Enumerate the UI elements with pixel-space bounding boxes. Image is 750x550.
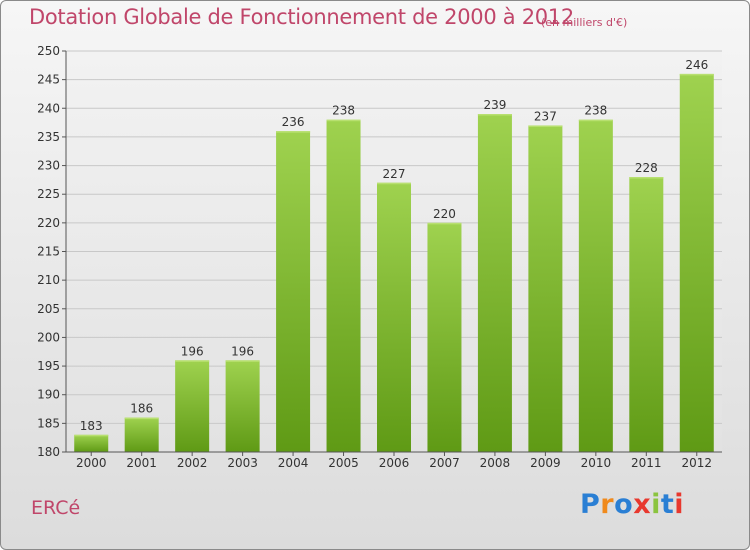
bar bbox=[679, 73, 714, 453]
bar-highlight bbox=[225, 360, 260, 362]
logo-letter: P bbox=[580, 489, 601, 520]
bar bbox=[124, 417, 159, 452]
bar-highlight bbox=[427, 222, 462, 225]
bar-value-label: 220 bbox=[433, 207, 456, 221]
bar-highlight bbox=[175, 360, 210, 362]
chart-subtitle: (en milliers d'€) bbox=[541, 16, 628, 29]
x-tick-label: 2000 bbox=[76, 456, 107, 470]
bar-value-label: 246 bbox=[685, 58, 708, 72]
bar-value-label: 228 bbox=[635, 161, 658, 175]
logo-letter: i bbox=[651, 489, 661, 520]
bar-value-label: 196 bbox=[231, 344, 254, 358]
bar-highlight bbox=[629, 177, 664, 179]
bar-highlight bbox=[124, 417, 159, 420]
bar-value-label: 237 bbox=[534, 109, 557, 123]
logo-letter: r bbox=[600, 489, 615, 520]
bar-layer bbox=[74, 73, 714, 453]
x-tick-label: 2007 bbox=[429, 456, 460, 470]
logo-letter: o bbox=[614, 489, 634, 520]
bar bbox=[578, 119, 613, 452]
y-tick-label: 235 bbox=[37, 130, 60, 144]
y-tick-label: 245 bbox=[37, 73, 60, 87]
bar-value-label: 238 bbox=[332, 104, 355, 118]
bar bbox=[477, 114, 512, 452]
x-tick-label: 2004 bbox=[278, 456, 309, 470]
x-tick-label: 2002 bbox=[177, 456, 208, 470]
logo-letter: i bbox=[674, 489, 685, 520]
bar-highlight bbox=[74, 434, 109, 437]
y-tick-label: 220 bbox=[37, 216, 60, 230]
bar-value-label: 238 bbox=[584, 104, 607, 118]
label-layer: 183 186 196 196 236 238 227 220 239 237 238 228 246 bbox=[80, 58, 708, 433]
y-tick-label: 200 bbox=[37, 330, 60, 344]
logo-letter: x bbox=[633, 489, 652, 520]
bar bbox=[427, 222, 462, 452]
x-tick-label: 2012 bbox=[681, 456, 712, 470]
x-tick-label: 2006 bbox=[379, 456, 410, 470]
y-tick-label: 185 bbox=[37, 416, 60, 430]
y-tick-label: 190 bbox=[37, 388, 60, 402]
y-tick-label: 225 bbox=[37, 187, 60, 201]
y-tick-label: 195 bbox=[37, 359, 60, 373]
x-tick-label: 2010 bbox=[581, 456, 612, 470]
x-tick-label: 2001 bbox=[126, 456, 157, 470]
y-tick-label: 240 bbox=[37, 101, 60, 115]
axis-layer: 180 185 190 195 200 205 210 215 220 225 230 235 240 2… bbox=[37, 44, 722, 470]
bar-highlight bbox=[377, 182, 411, 185]
x-tick-label: 2011 bbox=[631, 456, 662, 470]
town-name: ERCé bbox=[31, 497, 81, 519]
bar-highlight bbox=[679, 73, 714, 76]
bar-value-label: 196 bbox=[181, 344, 204, 358]
y-tick-label: 210 bbox=[37, 273, 60, 287]
proxiti-logo[interactable]: Proxiti bbox=[580, 489, 684, 520]
x-tick-label: 2008 bbox=[480, 456, 511, 470]
bar-value-label: 186 bbox=[130, 402, 153, 416]
y-tick-label: 230 bbox=[37, 159, 60, 173]
y-tick-label: 215 bbox=[37, 245, 60, 259]
bar-value-label: 236 bbox=[282, 115, 305, 129]
bar bbox=[175, 360, 210, 452]
bar-highlight bbox=[477, 114, 512, 116]
x-tick-label: 2009 bbox=[530, 456, 561, 470]
bar-highlight bbox=[528, 125, 563, 127]
bar bbox=[74, 434, 109, 452]
bar bbox=[377, 182, 411, 452]
bar bbox=[528, 125, 563, 452]
y-tick-label: 180 bbox=[37, 445, 60, 459]
logo-letter: t bbox=[660, 489, 675, 520]
bar-value-label: 183 bbox=[80, 419, 103, 433]
bar bbox=[225, 360, 260, 452]
bar-highlight bbox=[326, 119, 361, 122]
bar-highlight bbox=[276, 131, 311, 133]
y-tick-label: 205 bbox=[37, 302, 60, 316]
bar bbox=[276, 131, 311, 452]
x-tick-label: 2005 bbox=[328, 456, 359, 470]
x-tick-label: 2003 bbox=[227, 456, 258, 470]
bar-highlight bbox=[578, 119, 613, 122]
bar-value-label: 227 bbox=[383, 167, 406, 181]
bar-value-label: 239 bbox=[483, 98, 506, 112]
y-tick-label: 250 bbox=[37, 44, 60, 58]
bar bbox=[629, 177, 664, 452]
chart-title: Dotation Globale de Fonctionnement de 20… bbox=[29, 5, 574, 29]
bar bbox=[326, 119, 361, 452]
